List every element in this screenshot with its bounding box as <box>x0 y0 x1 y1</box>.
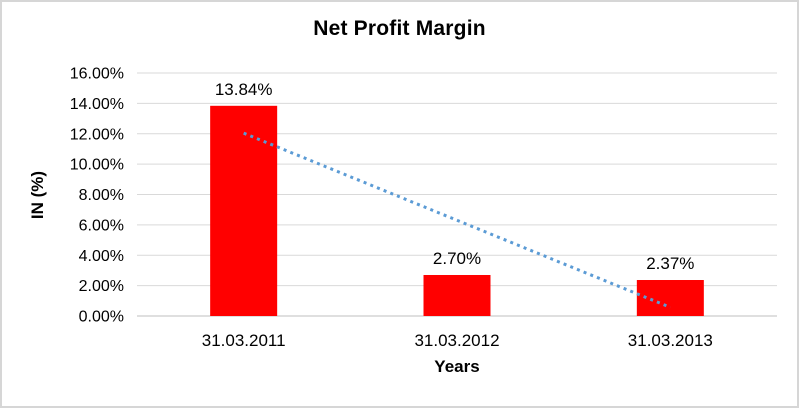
y-tick-label: 6.00% <box>79 217 124 234</box>
x-category-label: 31.03.2011 <box>202 331 286 350</box>
bar <box>210 105 278 317</box>
y-tick-label: 10.00% <box>70 157 124 174</box>
bar <box>423 274 491 316</box>
y-tick-label: 12.00% <box>70 126 124 143</box>
y-tick-label: 16.00% <box>70 66 124 83</box>
y-tick-label: 2.00% <box>79 278 124 295</box>
bar-data-label: 2.70% <box>433 249 481 268</box>
bar <box>636 280 704 316</box>
x-axis-title: Years <box>434 357 480 376</box>
y-tick-label: 8.00% <box>79 187 124 204</box>
bar-data-label: 2.37% <box>646 254 694 273</box>
y-tick-label: 4.00% <box>79 248 124 265</box>
chart-title: Net Profit Margin <box>313 17 486 40</box>
y-tick-label: 14.00% <box>70 96 124 113</box>
y-tick-label: 0.00% <box>79 309 124 326</box>
x-category-label: 31.03.2012 <box>414 331 499 350</box>
x-category-label: 31.03.2013 <box>628 331 713 350</box>
trendline <box>243 131 671 309</box>
bar-data-label: 13.84% <box>215 80 273 99</box>
